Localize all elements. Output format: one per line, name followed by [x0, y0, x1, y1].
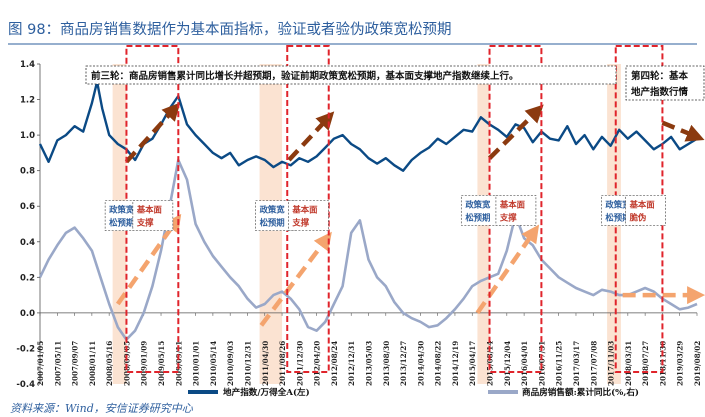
note-box-1	[132, 200, 174, 232]
note-line1-2: 政策宽	[260, 205, 286, 215]
x-tick-label-10: 2010/05/14	[209, 341, 218, 386]
trend-arrows	[115, 102, 705, 327]
x-tick-label-6: 2009/01/09	[140, 341, 149, 386]
x-tick-label-38: 2019/08/02	[693, 341, 702, 386]
trend-arrow-orange-2	[475, 224, 540, 315]
y-tick-label-7: 0.0	[20, 309, 35, 319]
note-line1-3: 基本面	[291, 205, 318, 215]
x-tick-label-5: 2008/09/05	[122, 341, 131, 386]
note-box-5	[495, 194, 537, 226]
note-line2-2: 松预期	[260, 218, 285, 228]
annotation-top-text: 前三轮：商品房销售累计同比增长并超预期，验证前期政策宽松预期，基本面支撑地产指数…	[91, 70, 519, 82]
x-tick-label-11: 2010/09/03	[226, 341, 235, 386]
x-tick-label-33: 2017/11/03	[607, 341, 616, 386]
trend-arrow-orange-0	[115, 213, 182, 306]
x-tick-label-15: 2011/12/30	[295, 341, 304, 386]
chart-title: 图 98：商品房销售数据作为基本面指标，验证或者验伪政策宽松预期	[8, 21, 452, 38]
x-tick-label-27: 2015/12/04	[503, 341, 512, 386]
trend-arrow-brown-0	[124, 102, 181, 164]
note-line1-1: 基本面	[136, 205, 163, 215]
note-line2-0: 松预期	[109, 218, 134, 228]
x-tick-label-35: 2018/07/27	[641, 341, 650, 386]
x-tick-label-20: 2013/08/30	[382, 341, 391, 386]
note-line2-4: 松预期	[465, 212, 490, 222]
x-tick-label-32: 2017/07/08	[589, 341, 598, 386]
x-tick-label-4: 2008/05/16	[105, 341, 114, 386]
y-tick-label-6: 0.2	[20, 273, 35, 283]
legend-label-land: 地产指数/万得全A(左)	[223, 386, 310, 398]
legend: 地产指数/万得全A(左) 商品房销售额:累计同比(%,右)	[188, 386, 639, 398]
axes: 1.4 1.2 1.0 0.8 0.6 0.4 0.2 0.0 -0.2 -0.4 2007/01/…	[16, 60, 702, 390]
note-line2-1: 支撑	[136, 218, 154, 228]
note-line1-4: 政策宽	[465, 199, 491, 209]
note-line2-5: 支撑	[499, 212, 517, 222]
x-tick-label-2: 2007/09/07	[71, 341, 80, 386]
x-tick-label-30: 2016/11/25	[555, 341, 564, 386]
y-tick-label-0: 1.4	[20, 60, 35, 70]
note-box-4	[460, 194, 502, 226]
note-line1-7: 基本面	[629, 199, 656, 209]
note-line2-7: 脆伪	[629, 212, 647, 222]
y-tick-label-2: 1.0	[20, 131, 35, 141]
annotation-box-top	[85, 65, 617, 85]
series-land-index	[38, 80, 698, 172]
trend-arrow-brown-3	[661, 120, 705, 142]
x-tick-label-1: 2007/05/11	[53, 341, 62, 386]
y-tick-label-1: 1.2	[20, 96, 35, 106]
note-line2-6: 松预期	[605, 212, 630, 222]
annotation-right-line1: 第四轮：基本	[631, 70, 689, 82]
x-tick-label-18: 2012/12/31	[347, 341, 356, 386]
x-tick-label-16: 2012/04/20	[313, 341, 322, 386]
x-tick-label-0: 2007/01/05	[36, 341, 45, 386]
note-line1-0: 政策宽	[109, 205, 135, 215]
y-tick-label-9: -0.4	[16, 380, 35, 390]
annotation-right-line2: 地产指数行情	[631, 86, 689, 98]
trend-arrow-brown-2	[487, 104, 544, 160]
x-tick-label-23: 2014/08/22	[434, 341, 443, 386]
x-tick-label-14: 2011/08/26	[278, 341, 287, 386]
x-tick-label-19: 2013/05/03	[365, 341, 374, 386]
y-tick-label-4: 0.6	[20, 202, 35, 212]
note-boxes: 政策宽松预期基本面支撑政策宽松预期基本面支撑政策宽松预期基本面支撑政策宽松预期基…	[104, 194, 666, 232]
dashed-boxes	[125, 45, 664, 373]
note-box-3	[288, 200, 329, 232]
x-tick-label-22: 2014/04/30	[416, 341, 425, 386]
note-box-7	[625, 194, 666, 226]
x-tick-label-13: 2011/04/30	[261, 341, 270, 386]
annotation-box-right	[625, 65, 705, 101]
trend-arrow-brown-1	[287, 111, 335, 162]
y-tick-label-5: 0.4	[20, 238, 35, 248]
y-tick-label-8: -0.2	[16, 344, 35, 354]
x-tick-label-31: 2017/03/17	[572, 341, 581, 386]
note-line1-5: 基本面	[499, 199, 526, 209]
x-tick-label-3: 2008/01/11	[88, 341, 97, 386]
source-note: 资料来源：Wind，安信证券研究中心	[10, 402, 194, 415]
note-line1-6: 政策宽	[605, 199, 631, 209]
legend-label-sales: 商品房销售额:累计同比(%,右)	[522, 386, 639, 398]
y-tick-label-3: 0.8	[20, 167, 35, 177]
trend-arrow-orange-1	[259, 231, 332, 327]
x-tick-label-26: 2015/08/14	[486, 341, 495, 386]
x-tick-label-34: 2018/03/31	[624, 341, 633, 386]
x-tick-label-21: 2013/12/27	[399, 341, 408, 386]
x-tick-label-37: 2019/03/29	[676, 341, 685, 386]
series-sales-yoy	[38, 158, 698, 341]
x-tick-label-12: 2010/12/31	[243, 341, 252, 386]
x-tick-label-25: 2015/04/17	[468, 341, 477, 386]
shaded-regions	[112, 64, 621, 384]
x-tick-label-7: 2009/05/15	[157, 341, 166, 386]
note-line2-3: 支撑	[291, 218, 309, 228]
x-tick-label-28: 2016/04/01	[520, 341, 529, 386]
x-tick-label-24: 2014/12/19	[451, 341, 460, 386]
x-tick-label-9: 2010/01/01	[192, 341, 201, 386]
x-tick-label-17: 2012/08/24	[330, 341, 339, 386]
